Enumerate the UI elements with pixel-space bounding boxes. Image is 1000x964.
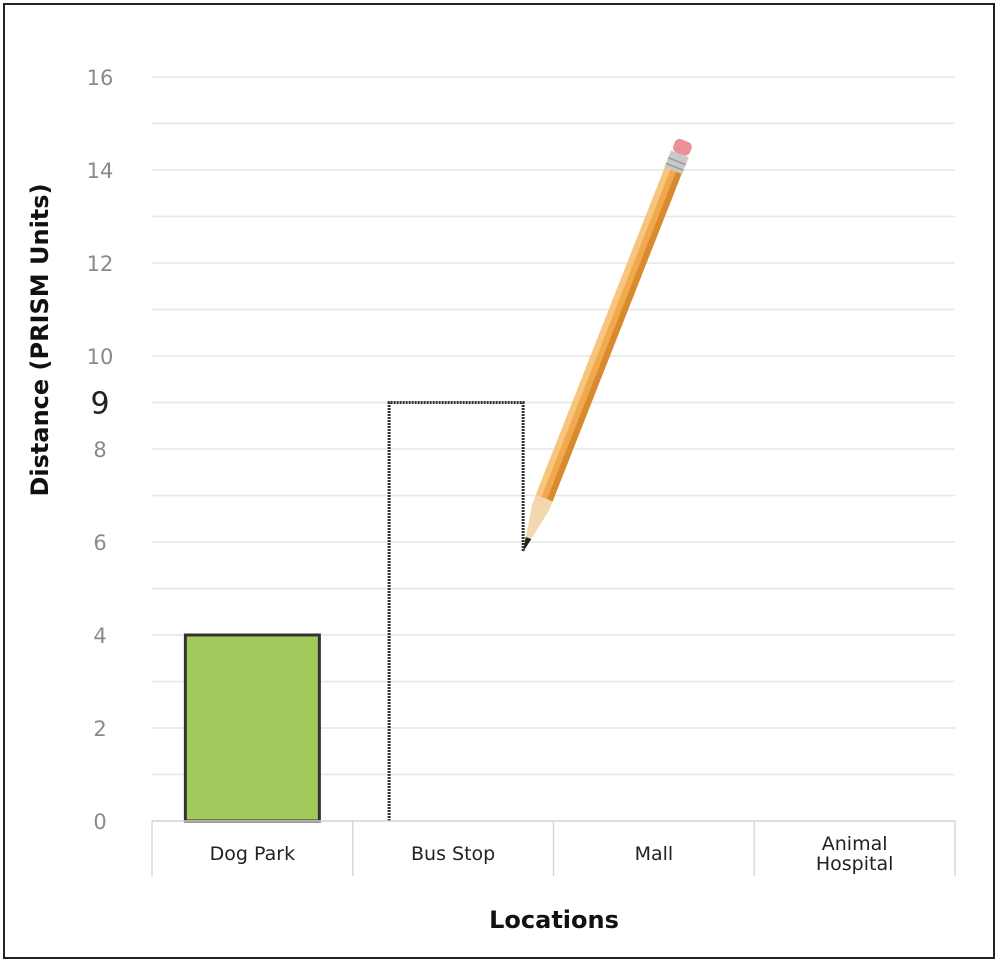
y-tick-label: 16: [87, 66, 114, 90]
y-tick-label: 14: [87, 159, 114, 183]
chart-frame: [3, 3, 995, 959]
y-tick-label: 2: [93, 717, 106, 741]
highlighted-tick-label: 9: [90, 387, 109, 422]
bar: [183, 633, 321, 823]
category-axis: Dog Park Bus Stop Mall Animal Hospital: [151, 820, 956, 876]
x-tick-label: Animal Hospital: [816, 833, 894, 875]
x-axis-title: Locations: [489, 906, 619, 934]
y-tick-label: 0: [93, 810, 106, 834]
bars: [183, 401, 525, 823]
y-tick-label: 10: [87, 345, 114, 369]
y-tick-label: 8: [93, 438, 106, 462]
x-tick-label: Mall: [635, 843, 674, 865]
pencil-icon: [523, 138, 692, 552]
y-tick-label: 4: [93, 624, 106, 648]
y-axis-title: Distance (PRISM Units): [26, 183, 54, 496]
y-tick-labels: 0 2 4 6 8 10 12 14 16 9: [87, 66, 114, 834]
y-tick-label: 6: [93, 531, 106, 555]
x-tick-label: Dog Park: [210, 843, 295, 865]
x-tick-label: Bus Stop: [411, 843, 495, 865]
y-tick-label: 12: [87, 252, 114, 276]
bar: [387, 401, 525, 821]
